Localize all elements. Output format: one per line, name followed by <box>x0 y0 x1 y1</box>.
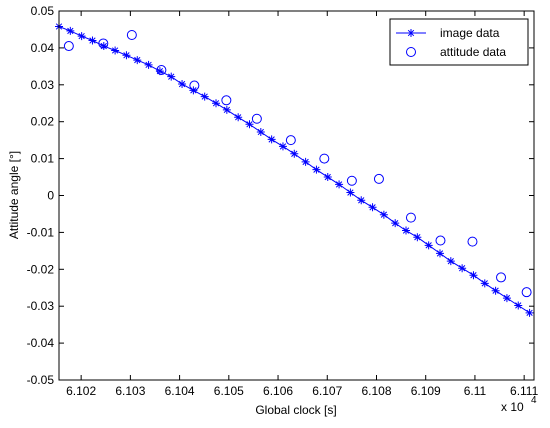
plot-area <box>59 11 534 380</box>
image-data-point <box>222 105 231 114</box>
x-tick-label: 6.107 <box>312 384 342 398</box>
x-tick-label: 6.11 <box>464 384 487 398</box>
image-data-point <box>155 67 164 76</box>
image-data-point <box>88 36 97 45</box>
image-data-point <box>491 286 500 295</box>
y-tick-label: 0.01 <box>31 152 55 166</box>
image-data-point <box>245 120 254 129</box>
attitude-data-point <box>98 38 109 49</box>
y-tick-label: 0.04 <box>31 41 55 55</box>
attitude-data-point <box>496 272 507 283</box>
legend-label-attitude-data: attitude data <box>440 45 506 59</box>
legend-circle-marker <box>406 47 416 57</box>
image-data-point <box>424 241 433 250</box>
y-tick-label: 0.03 <box>31 78 55 92</box>
x-multiplier-exponent: 4 <box>531 395 537 406</box>
image-data-point <box>178 80 187 89</box>
image-data-point <box>413 233 422 242</box>
image-data-point <box>301 157 310 166</box>
image-data-point <box>379 210 388 219</box>
image-data-point <box>357 196 366 205</box>
image-data-point <box>267 135 276 144</box>
attitude-data-point <box>221 95 232 106</box>
y-tick-label: -0.03 <box>27 299 55 313</box>
x-multiplier-base: x 10 <box>501 400 524 414</box>
attitude-data-point <box>319 153 330 164</box>
image-data-point <box>446 257 455 266</box>
y-tick-label: 0 <box>47 189 54 203</box>
y-axis-label: Attitude angle [°] <box>7 151 21 239</box>
y-tick-label: -0.02 <box>27 262 55 276</box>
y-tick-label: -0.01 <box>27 225 55 239</box>
image-data-point <box>111 46 120 55</box>
image-data-point <box>122 51 131 60</box>
y-tick-label: 0.05 <box>31 4 55 18</box>
attitude-data-point <box>251 113 262 124</box>
image-data-point <box>323 173 332 182</box>
legend: image data attitude data <box>389 18 529 66</box>
x-axis-label: Global clock [s] <box>255 403 336 417</box>
image-data-point <box>144 60 153 69</box>
y-tick-label: -0.04 <box>27 336 55 350</box>
image-data-point <box>290 149 299 158</box>
legend-entry-attitude-data: attitude data <box>406 45 506 59</box>
x-tick-label: 6.111 <box>510 384 539 398</box>
image-data-point <box>99 42 108 51</box>
image-data-point <box>402 226 411 235</box>
x-tick-label: 6.105 <box>214 384 244 398</box>
ticks-layer: 6.102 6.103 6.104 6.105 6.106 6.107 6.108 6.109… <box>27 4 539 398</box>
y-tick-label: -0.05 <box>27 373 55 387</box>
attitude-data-point <box>63 41 74 52</box>
image-data-point <box>368 203 377 212</box>
image-data-point <box>278 142 287 151</box>
series-layer <box>55 22 534 317</box>
image-data-point <box>458 264 467 273</box>
attitude-data-point <box>521 287 532 298</box>
x-tick-label: 6.109 <box>411 384 441 398</box>
x-tick-label: 6.103 <box>115 384 145 398</box>
x-tick-label: 6.106 <box>263 384 293 398</box>
image-data-point <box>469 271 478 280</box>
x-tick-label: 6.104 <box>165 384 195 398</box>
image-data-point <box>77 32 86 41</box>
attitude-data-point <box>467 236 478 247</box>
image-data-point <box>234 113 243 122</box>
legend-box <box>389 18 529 66</box>
image-data-point <box>256 128 265 137</box>
legend-label-image-data: image data <box>440 26 500 40</box>
y-tick-label: 0.02 <box>31 115 55 129</box>
image-data-point <box>200 92 209 101</box>
legend-star-glyph <box>407 29 415 37</box>
image-data-point <box>66 26 75 35</box>
image-data-point <box>212 99 221 108</box>
image-data-point <box>335 180 344 189</box>
image-data-point <box>312 165 321 174</box>
image-data-point <box>435 249 444 258</box>
image-data-point <box>502 294 511 303</box>
x-multiplier: x 10 4 <box>501 395 537 414</box>
attitude-data-point <box>156 65 167 76</box>
legend-entry-image-data: image data <box>396 26 500 40</box>
attitude-data-point <box>373 173 384 184</box>
attitude-data-point <box>126 29 137 40</box>
image-data-point <box>480 279 489 288</box>
attitude-data-point <box>346 175 357 186</box>
image-data-point <box>133 56 142 65</box>
legend-star-marker <box>407 29 415 37</box>
x-tick-label: 6.108 <box>361 384 391 398</box>
attitude-data-point <box>189 80 200 91</box>
image-data-point <box>167 72 176 81</box>
attitude-data-point <box>285 135 296 146</box>
image-data-point <box>346 188 355 197</box>
x-tick-label: 6.102 <box>66 384 96 398</box>
attitude-data-point <box>435 235 446 246</box>
image-data-point <box>391 219 400 228</box>
attitude-data-point <box>405 212 416 223</box>
image-data-point <box>514 301 523 310</box>
image-data-point <box>525 308 534 317</box>
